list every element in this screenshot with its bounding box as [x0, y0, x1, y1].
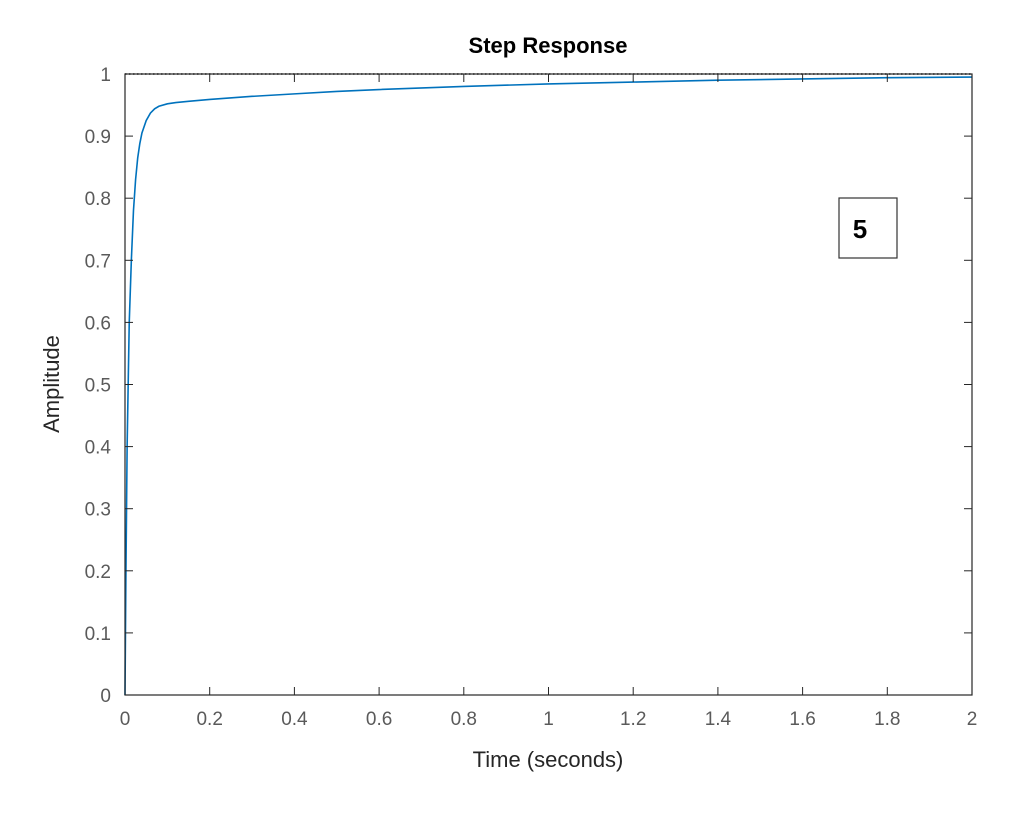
y-tick-label-8: 0.8 — [85, 189, 111, 210]
chart-title: Step Response — [469, 33, 628, 58]
y-tick-label-6: 0.6 — [85, 313, 111, 334]
series-line-0 — [124, 76, 973, 696]
series-layer — [124, 76, 973, 696]
x-axis-label: Time (seconds) — [473, 747, 624, 772]
ticks-layer — [124, 73, 973, 696]
x-tick-label-9: 1.8 — [874, 709, 900, 730]
y-tick-label-1: 0.1 — [85, 624, 111, 645]
y-tick-label-9: 0.9 — [85, 127, 111, 148]
x-tick-label-10: 2 — [967, 709, 978, 730]
x-tick-label-0: 0 — [120, 709, 131, 730]
y-tick-label-3: 0.3 — [85, 500, 111, 521]
x-tick-label-5: 1 — [543, 709, 554, 730]
x-tick-label-8: 1.6 — [789, 709, 815, 730]
annotation-label: 5 — [853, 214, 867, 244]
x-tick-label-7: 1.4 — [705, 709, 732, 730]
y-tick-label-10: 1 — [100, 65, 111, 86]
plot-area — [125, 74, 972, 695]
x-tick-labels: 0 0.2 0.4 0.6 0.8 1 1.2 1.4 1.6 1.8 2 — [120, 709, 978, 730]
x-tick-label-2: 0.4 — [281, 709, 308, 730]
y-tick-label-7: 0.7 — [85, 251, 111, 272]
annotation-frame — [838, 197, 898, 259]
x-tick-label-3: 0.6 — [366, 709, 392, 730]
y-tick-label-4: 0.4 — [85, 438, 112, 459]
x-tick-label-4: 0.8 — [451, 709, 477, 730]
x-tick-label-6: 1.2 — [620, 709, 646, 730]
y-axis-label: Amplitude — [39, 335, 64, 433]
y-tick-labels: 0 0.1 0.2 0.3 0.4 0.5 0.6 0.7 0.8 0.9 1 — [85, 65, 112, 707]
y-tick-label-5: 0.5 — [85, 376, 111, 397]
annotation-box: 5 — [838, 197, 898, 259]
y-tick-label-2: 0.2 — [85, 562, 111, 583]
x-tick-label-1: 0.2 — [196, 709, 222, 730]
y-tick-label-0: 0 — [100, 686, 111, 707]
